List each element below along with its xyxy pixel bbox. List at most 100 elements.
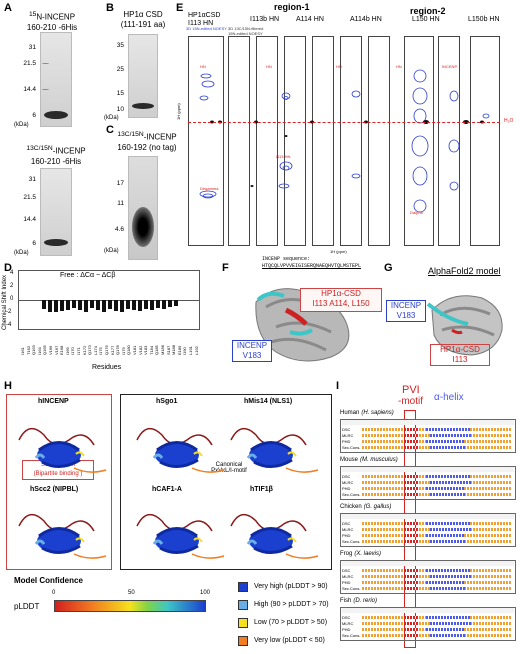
- csi-bar: [108, 300, 112, 309]
- species-block: Mouse (M. musculus) DSC MLRC PHD Sec.Cons.: [340, 457, 516, 503]
- alignment-row-label: DSC: [342, 474, 351, 479]
- nmr-peaks: HN HN HN HN INCENP Degamma I113 HN Dalpha: [199, 64, 490, 215]
- csi-residue-label: K177: [109, 345, 115, 355]
- panel-label-c: C: [106, 124, 114, 136]
- species-common: Chicken: [340, 504, 362, 510]
- species-block: Human (H. sapiens) DSC MLRC PHD Sec.Cons.: [340, 410, 516, 456]
- h-name-hsgo1: hSgo1: [156, 398, 178, 405]
- gel-c: [128, 156, 158, 260]
- mw-label: 10: [116, 106, 124, 113]
- csi-ytick: -4: [6, 322, 12, 328]
- conf-chip-very-low: [238, 636, 248, 646]
- csi-bar: [168, 300, 172, 307]
- panel-label-f: F: [222, 262, 229, 274]
- ssh-line2: (Bipartite binding ): [33, 471, 83, 477]
- f-incenp-label: INCENP: [236, 341, 268, 350]
- alignment-frame: [340, 419, 516, 453]
- csi-bar: [78, 300, 82, 310]
- f-hp1-sub: I113 A114, L150: [312, 299, 370, 308]
- nmr-strip: [470, 36, 500, 246]
- alignment-helix-segment: [430, 540, 465, 543]
- csi-residue-label: K172: [81, 345, 87, 355]
- scale-tick: 0: [52, 590, 56, 596]
- g-hp1-sub: I113: [452, 355, 468, 364]
- alignment-pvi-segment: [404, 440, 418, 443]
- csi-residue-label: M188: [171, 344, 177, 355]
- csi-bars: [22, 300, 198, 330]
- species-title: Chicken (G. gallus): [340, 504, 391, 510]
- conf-chip-very-high: [238, 582, 248, 592]
- alignment-helix-segment: [430, 622, 471, 625]
- alignment-row-label: Sec.Cons.: [342, 539, 361, 544]
- alignment-helix-segment: [426, 581, 464, 584]
- alignment-seq: [342, 420, 514, 425]
- csi-residue-label: V181: [132, 345, 137, 355]
- csi-ytick: -2: [6, 309, 12, 315]
- alignment-row-label: DSC: [342, 568, 351, 573]
- csi-bar: [150, 300, 154, 310]
- alignment-row-label: MLRC: [342, 480, 354, 485]
- alignment-row-label: MLRC: [342, 433, 354, 438]
- csi-residue-label: L191: [188, 346, 193, 355]
- alignment-row-label: MLRC: [342, 527, 354, 532]
- conf-label-high: High (90 > pLDDT > 70): [254, 601, 329, 608]
- alignment-row-label: Sec.Cons.: [342, 633, 361, 638]
- csi-residue-label: V182: [137, 345, 143, 355]
- nmr-strip: [188, 36, 224, 246]
- gel-c-title: 13C/15N-INCENP 160-192 (no tag): [112, 130, 182, 153]
- csi-residue-label: T162: [25, 345, 31, 355]
- gel-b-title: HP1α CSD (111-191 aa): [112, 10, 174, 30]
- h-name-htif1b: hTIF1β: [250, 486, 273, 493]
- csi-ytick: 0: [10, 296, 14, 302]
- csi-residue-label: L192: [193, 346, 199, 355]
- alignment-pvi-segment: [404, 434, 418, 437]
- f-incenp-res: V183: [242, 351, 262, 360]
- alignment-pvi-segment: [404, 481, 418, 484]
- species-block: Frog (X. laevis) DSC MLRC PHD Sec.Cons.: [340, 551, 516, 597]
- csi-bar: [66, 300, 70, 310]
- alignment-row-label: DSC: [342, 615, 351, 620]
- gel1-subtitle: 160-210 -6His: [26, 22, 78, 32]
- legend-blue: 3D 15N-edited NOESY: [186, 26, 227, 31]
- svg-text:HN: HN: [336, 64, 342, 69]
- mw-label: 6: [32, 240, 36, 247]
- scale-tick: 100: [200, 590, 211, 596]
- h-right-box: [120, 394, 332, 570]
- alignment-row-label: DSC: [342, 521, 351, 526]
- alignment-helix-segment: [430, 634, 465, 637]
- g-hp1-title: HP1α-CSD: [440, 345, 480, 354]
- alignment-row-label: PHD: [342, 627, 351, 632]
- csi-residue-label: V166: [48, 345, 53, 355]
- svg-text:Dalpha: Dalpha: [410, 210, 423, 215]
- alignment-pvi-segment: [404, 540, 418, 543]
- alignment-row-label: PHD: [342, 486, 351, 491]
- alignment-pvi-segment: [404, 616, 418, 619]
- mw-label: 25: [116, 66, 124, 73]
- legend-black: 3D 13C/15N-filtered 15N-edited NOESY: [228, 26, 264, 36]
- species-common: Frog: [340, 551, 353, 557]
- gel-band: [44, 239, 68, 246]
- alignment-row-label: Sec.Cons.: [342, 445, 361, 450]
- mw-label: 31: [28, 176, 36, 183]
- alignment-helix-segment: [426, 428, 470, 431]
- csi-xlabel: Residues: [92, 364, 122, 371]
- gel-b-title-text: HP1α CSD: [123, 10, 163, 19]
- axis-label-1h: 1H (ppm): [176, 103, 181, 120]
- species-latin: (D. rerio): [353, 598, 378, 604]
- csi-residue-label: Q178: [115, 345, 121, 355]
- gel-band: [44, 111, 68, 119]
- g-incenp-label: INCENP: [390, 301, 422, 310]
- csi-residue-label: E168: [59, 345, 65, 355]
- gel2-title-text: -INCENP: [52, 146, 86, 156]
- csi-ytick: 2: [10, 283, 14, 289]
- species-common: Human: [340, 410, 360, 416]
- panel-label-e: E: [176, 2, 184, 14]
- kda-label: (kDa): [14, 122, 29, 128]
- alignment-row-label: PHD: [342, 533, 351, 538]
- f-incenp-box: INCENP V183: [232, 340, 272, 362]
- alignment-helix-segment: [426, 475, 470, 478]
- alignment-helix-segment: [426, 487, 464, 490]
- h-name-hscc2: hScc2 (NIPBL): [30, 486, 79, 493]
- csi-residue-label: S187: [165, 345, 171, 355]
- svg-text:HN: HN: [266, 64, 272, 69]
